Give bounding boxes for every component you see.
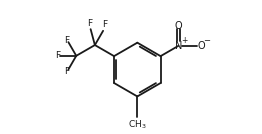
Text: N: N — [175, 41, 182, 51]
Text: F: F — [87, 19, 92, 28]
Text: O: O — [174, 21, 182, 31]
Text: O: O — [197, 41, 205, 51]
Text: F: F — [64, 36, 70, 45]
Text: F: F — [102, 20, 107, 29]
Text: F: F — [64, 67, 70, 76]
Text: CH$_3$: CH$_3$ — [128, 118, 147, 131]
Text: +: + — [181, 36, 187, 45]
Text: F: F — [55, 51, 60, 60]
Text: −: − — [203, 36, 210, 45]
